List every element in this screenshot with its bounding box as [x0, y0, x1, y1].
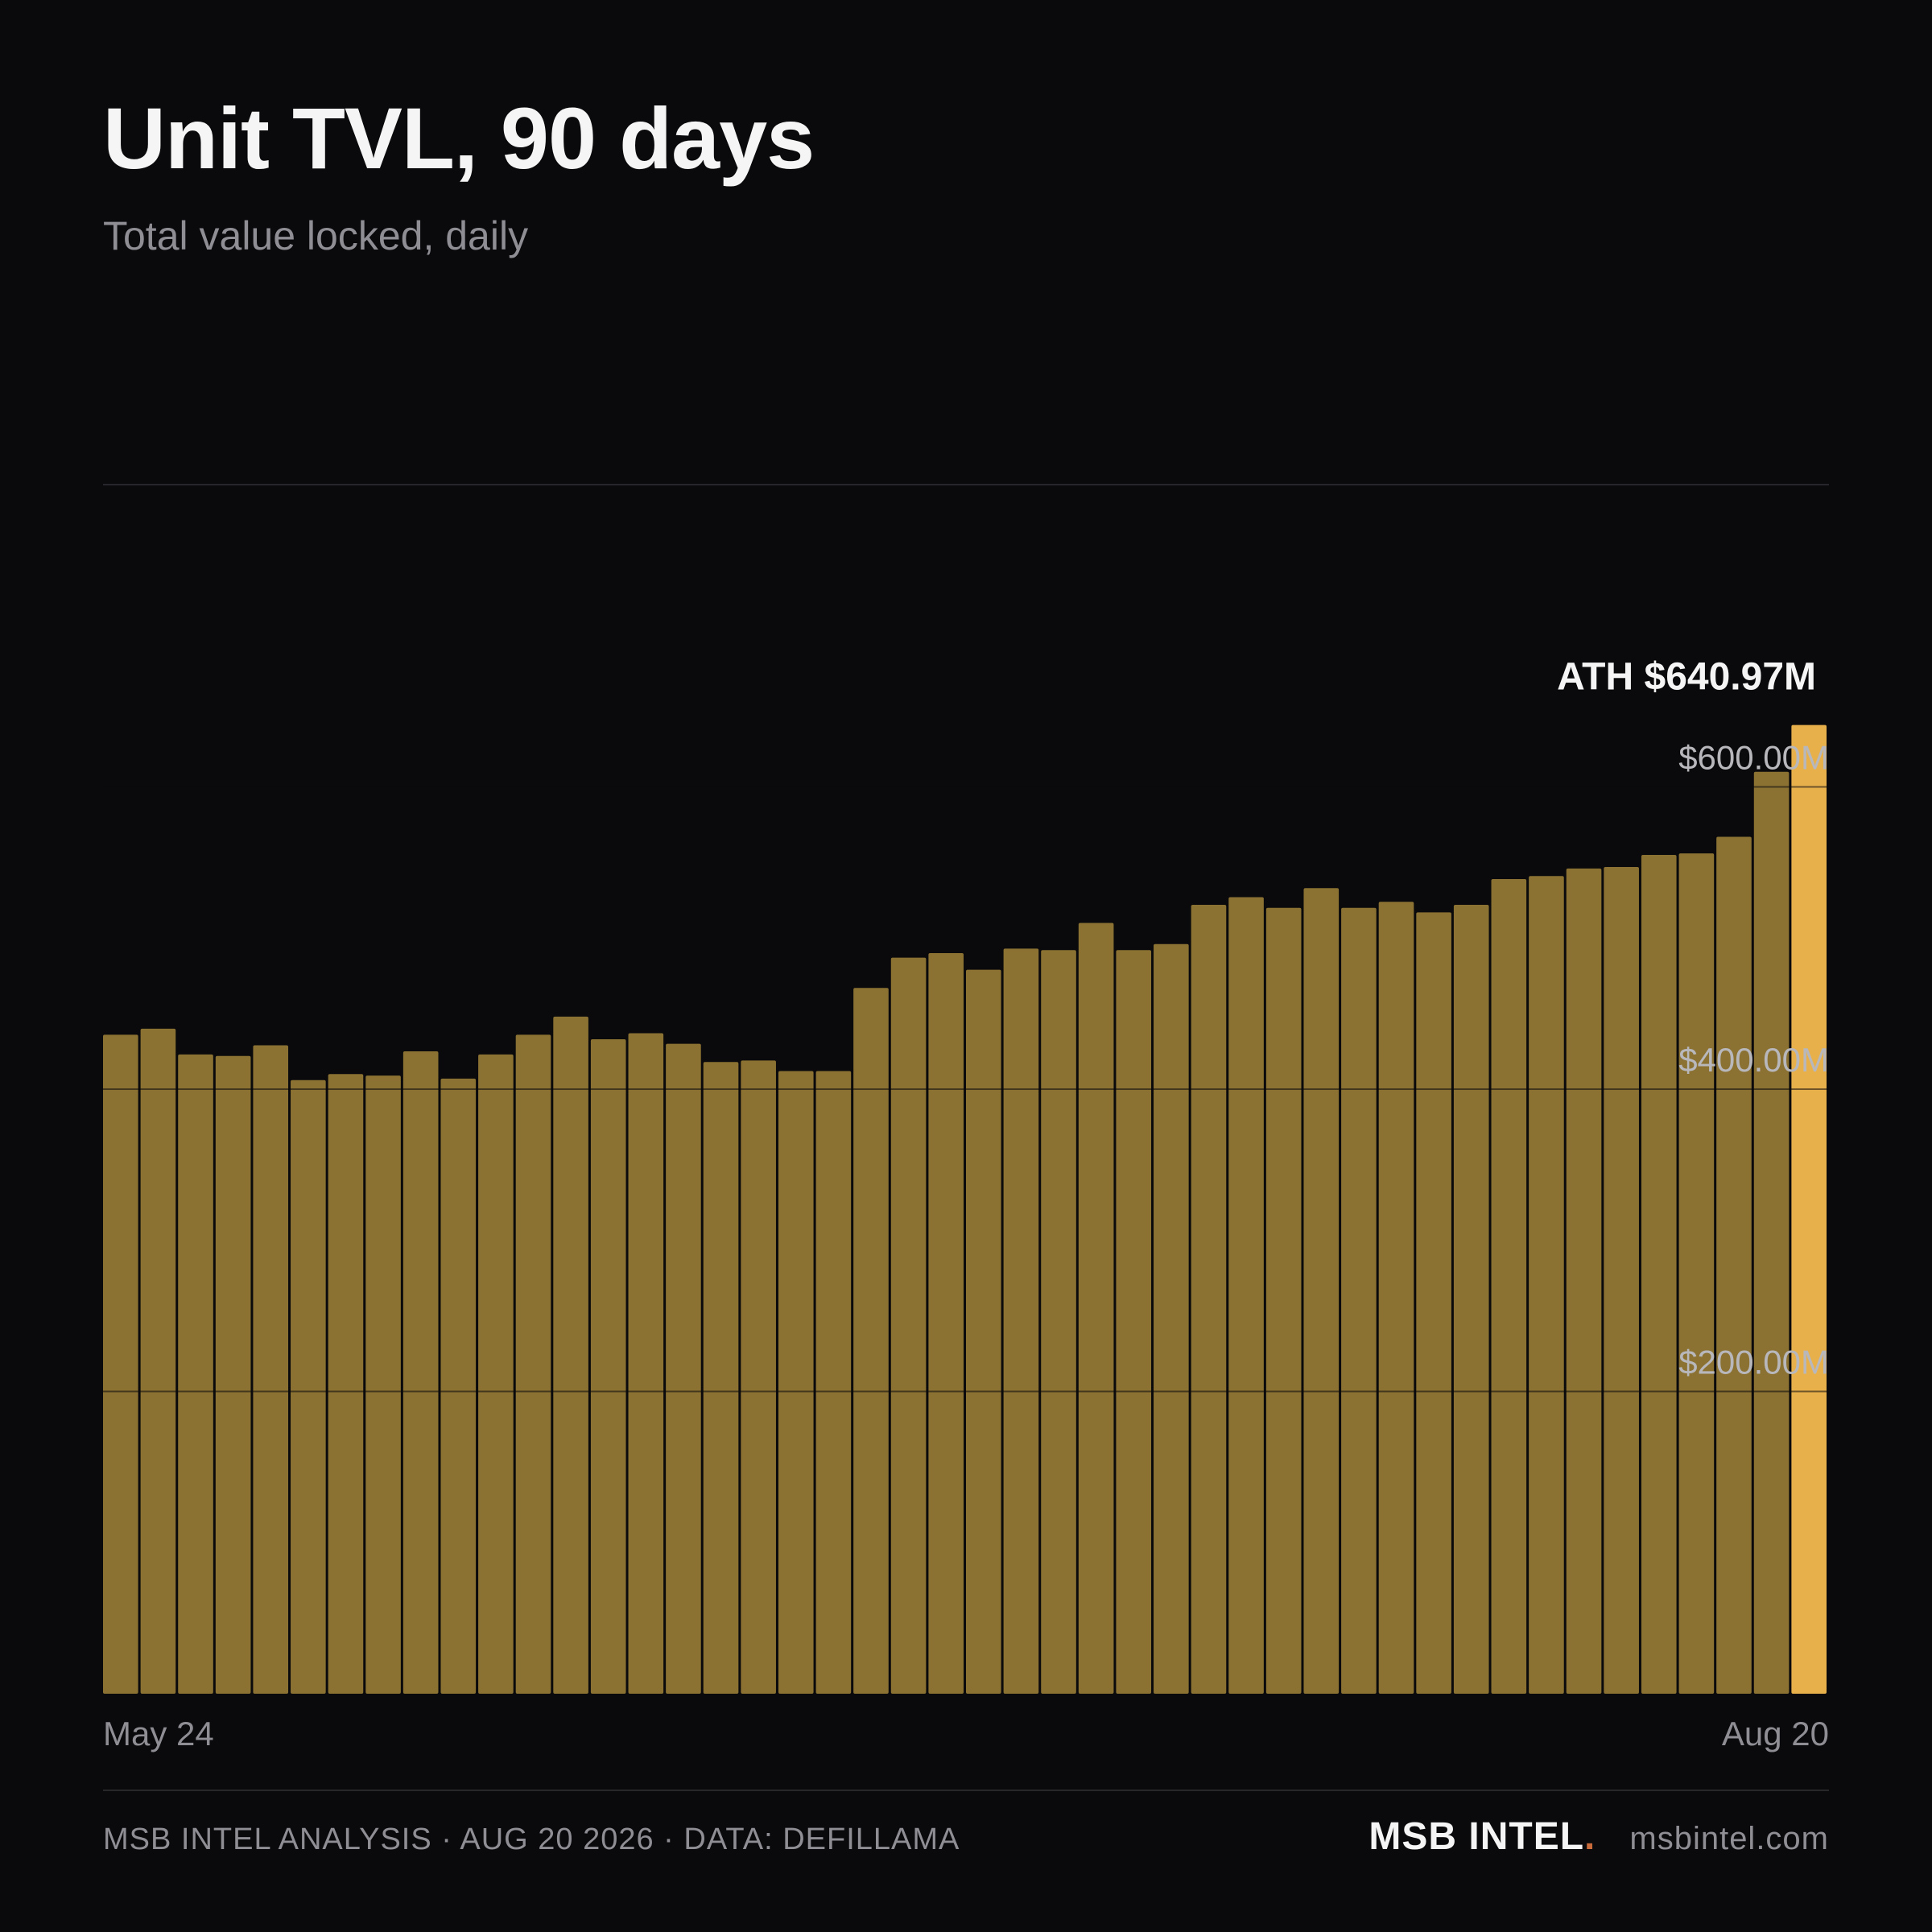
footer-credit: MSB INTEL ANALYSIS · AUG 20 2026 · DATA:…	[103, 1823, 960, 1856]
bar	[103, 1034, 138, 1694]
bar	[253, 1045, 289, 1694]
bar	[1416, 912, 1451, 1694]
bar	[553, 1016, 588, 1694]
bar	[1341, 907, 1377, 1694]
bar	[1753, 771, 1790, 1694]
x-label-end: Aug 20	[1722, 1715, 1829, 1752]
bar	[1191, 904, 1227, 1694]
bar	[1041, 950, 1076, 1694]
bar	[1604, 867, 1639, 1694]
bar	[515, 1034, 551, 1694]
bar	[703, 1062, 739, 1694]
bar	[402, 1051, 439, 1694]
y-tick-label: $200.00M	[1678, 1344, 1829, 1381]
bar	[1265, 907, 1302, 1694]
chart-title: Unit TVL, 90 days	[103, 89, 815, 187]
ath-annotation: ATH $640.97M	[1557, 656, 1816, 699]
bar	[440, 1078, 477, 1694]
bar	[1116, 950, 1152, 1694]
bar	[1453, 904, 1489, 1694]
bar	[666, 1043, 701, 1694]
bar	[215, 1055, 251, 1694]
bar	[1228, 897, 1264, 1694]
bar	[1078, 923, 1114, 1694]
bar	[628, 1033, 664, 1694]
bar	[1378, 902, 1414, 1694]
bar	[478, 1054, 514, 1694]
bar	[1491, 879, 1527, 1694]
bar	[966, 969, 1001, 1694]
site-link[interactable]: msbintel.com	[1629, 1821, 1829, 1856]
bar	[365, 1075, 401, 1694]
bar	[1529, 876, 1564, 1694]
y-tick-label: $600.00M	[1678, 739, 1829, 777]
bar	[178, 1054, 213, 1694]
bar	[1154, 943, 1189, 1694]
bar	[1641, 854, 1677, 1694]
bar	[1303, 888, 1340, 1694]
y-tick-label: $400.00M	[1678, 1041, 1829, 1079]
bar	[1566, 868, 1602, 1694]
bar	[853, 988, 889, 1694]
bar	[140, 1028, 176, 1694]
x-label-start: May 24	[103, 1715, 214, 1752]
brand-logo: MSB INTEL.	[1368, 1818, 1596, 1856]
footer-brand-group: MSB INTEL. msbintel.com	[1368, 1818, 1829, 1856]
bar	[1678, 853, 1715, 1694]
bar	[291, 1080, 326, 1694]
bar	[890, 957, 927, 1694]
bar	[741, 1060, 776, 1694]
bar-highlight	[1791, 724, 1827, 1694]
chart-subtitle: Total value locked, daily	[103, 213, 529, 258]
bar	[590, 1039, 626, 1694]
brand-dot: .	[1584, 1815, 1596, 1858]
bar	[928, 953, 964, 1694]
bar	[328, 1074, 364, 1694]
bar	[1716, 836, 1752, 1694]
brand-name: MSB INTEL	[1368, 1815, 1585, 1858]
bar	[778, 1071, 814, 1694]
bar	[1003, 948, 1039, 1694]
bar	[815, 1071, 852, 1694]
